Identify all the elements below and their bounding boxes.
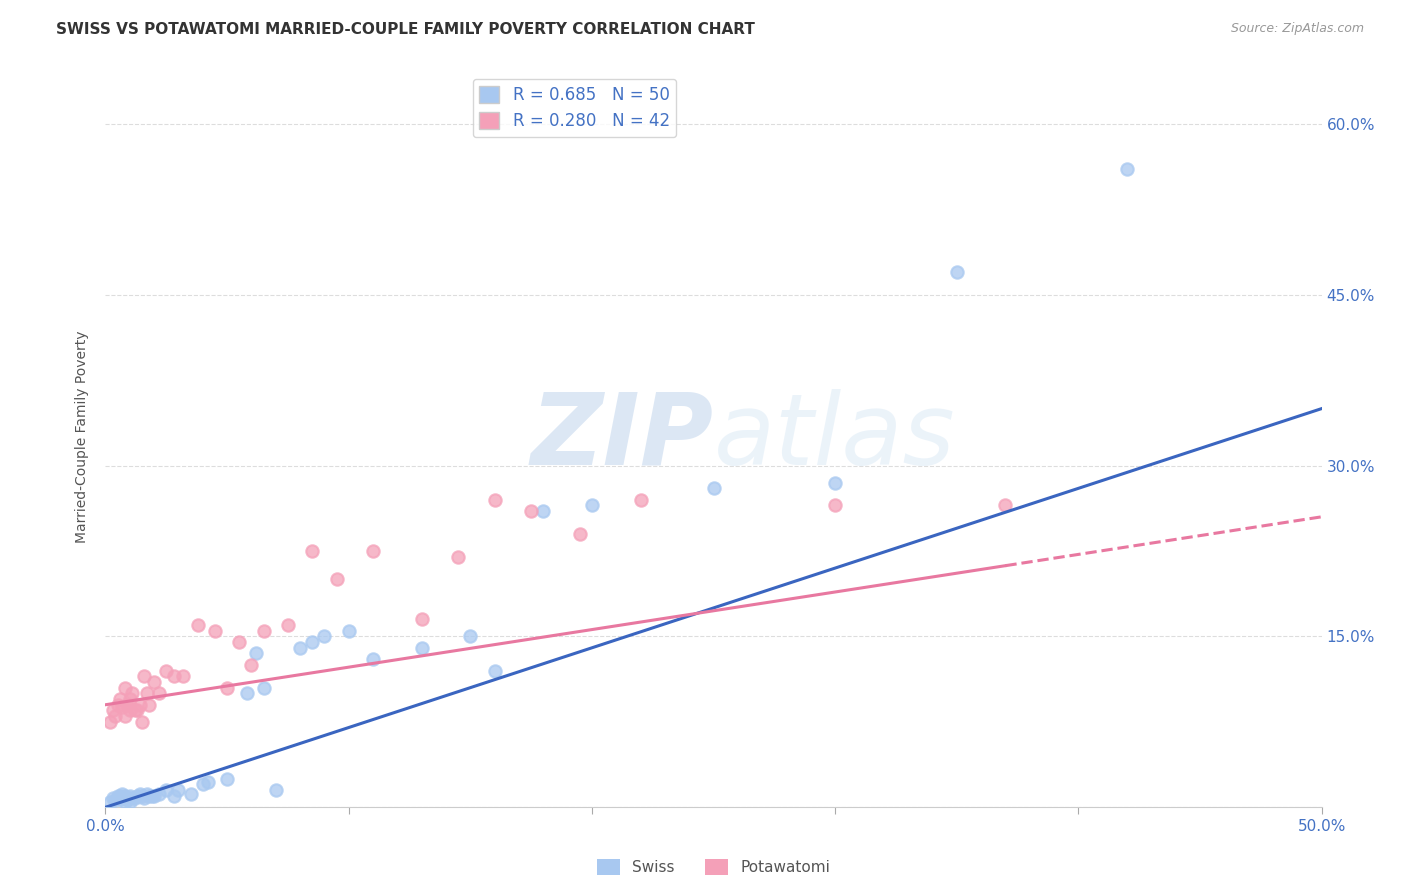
Point	[277, 618, 299, 632]
Point	[568, 527, 591, 541]
Point	[135, 686, 157, 700]
Point	[337, 624, 360, 638]
Point	[98, 795, 121, 809]
Point	[945, 265, 967, 279]
Point	[111, 787, 134, 801]
Point	[111, 791, 134, 805]
Point	[107, 789, 129, 803]
Point	[361, 652, 384, 666]
Point	[118, 789, 141, 803]
Point	[121, 686, 143, 700]
Point	[131, 789, 153, 803]
Point	[411, 640, 433, 655]
Point	[191, 777, 214, 791]
Point	[108, 692, 131, 706]
Point	[118, 692, 141, 706]
Point	[240, 657, 263, 672]
Point	[252, 624, 274, 638]
Point	[235, 686, 257, 700]
Point	[114, 789, 136, 803]
Text: Source: ZipAtlas.com: Source: ZipAtlas.com	[1230, 22, 1364, 36]
Point	[104, 709, 127, 723]
Point	[124, 703, 146, 717]
Point	[108, 792, 131, 806]
Point	[108, 789, 131, 803]
Point	[301, 635, 323, 649]
Point	[141, 789, 163, 803]
Point	[314, 629, 336, 643]
Point	[148, 686, 170, 700]
Point	[264, 783, 287, 797]
Point	[118, 795, 141, 809]
Y-axis label: Married-Couple Family Poverty: Married-Couple Family Poverty	[76, 331, 90, 543]
Point	[143, 675, 166, 690]
Point	[824, 499, 846, 513]
Point	[411, 612, 433, 626]
Point	[107, 698, 129, 712]
Point	[702, 481, 725, 495]
Point	[204, 624, 226, 638]
Point	[361, 544, 384, 558]
Point	[104, 793, 127, 807]
Point	[121, 791, 143, 805]
Point	[128, 698, 150, 712]
Point	[118, 703, 141, 717]
Point	[162, 789, 184, 803]
Point	[117, 698, 139, 712]
Point	[172, 669, 194, 683]
Point	[107, 791, 129, 805]
Point	[484, 492, 506, 507]
Point	[124, 791, 146, 805]
Point	[325, 573, 347, 587]
Point	[117, 792, 139, 806]
Point	[138, 698, 160, 712]
Point	[167, 783, 190, 797]
Point	[143, 789, 166, 803]
Point	[148, 787, 170, 801]
Point	[217, 772, 239, 786]
Point	[131, 714, 153, 729]
Point	[458, 629, 481, 643]
Point	[134, 791, 156, 805]
Point	[197, 775, 219, 789]
Legend: R = 0.685   N = 50, R = 0.280   N = 42: R = 0.685 N = 50, R = 0.280 N = 42	[472, 78, 676, 137]
Point	[187, 618, 209, 632]
Point	[125, 789, 148, 803]
Point	[245, 647, 267, 661]
Point	[301, 544, 323, 558]
Point	[111, 700, 134, 714]
Text: ZIP: ZIP	[530, 389, 713, 485]
Point	[1116, 162, 1139, 177]
Point	[520, 504, 543, 518]
Point	[101, 791, 124, 805]
Text: SWISS VS POTAWATOMI MARRIED-COUPLE FAMILY POVERTY CORRELATION CHART: SWISS VS POTAWATOMI MARRIED-COUPLE FAMIL…	[56, 22, 755, 37]
Point	[994, 499, 1017, 513]
Point	[125, 703, 148, 717]
Point	[447, 549, 470, 564]
Point	[101, 703, 124, 717]
Point	[114, 709, 136, 723]
Point	[128, 787, 150, 801]
Point	[114, 681, 136, 695]
Point	[252, 681, 274, 695]
Text: atlas: atlas	[713, 389, 955, 485]
Point	[824, 475, 846, 490]
Point	[228, 635, 250, 649]
Point	[180, 787, 202, 801]
Point	[138, 789, 160, 803]
Point	[581, 499, 603, 513]
Point	[155, 664, 177, 678]
Point	[531, 504, 554, 518]
Point	[217, 681, 239, 695]
Point	[162, 669, 184, 683]
Point	[155, 783, 177, 797]
Point	[484, 664, 506, 678]
Point	[288, 640, 311, 655]
Point	[135, 787, 157, 801]
Point	[98, 714, 121, 729]
Point	[114, 795, 136, 809]
Point	[134, 669, 156, 683]
Point	[630, 492, 652, 507]
